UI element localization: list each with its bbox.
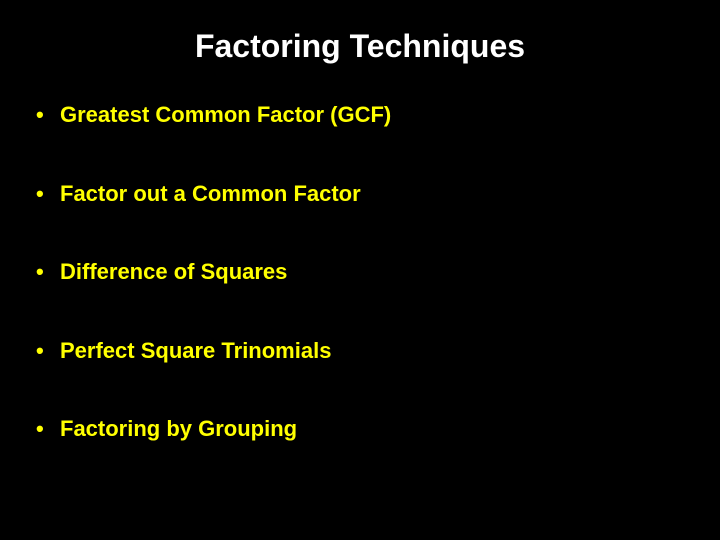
slide: Factoring Techniques Greatest Common Fac… [0,0,720,540]
slide-title: Factoring Techniques [36,28,684,65]
list-item: Factoring by Grouping [36,415,684,444]
list-item: Perfect Square Trinomials [36,337,684,366]
list-item: Difference of Squares [36,258,684,287]
bullet-list: Greatest Common Factor (GCF) Factor out … [36,101,684,444]
list-item: Factor out a Common Factor [36,180,684,209]
list-item: Greatest Common Factor (GCF) [36,101,684,130]
